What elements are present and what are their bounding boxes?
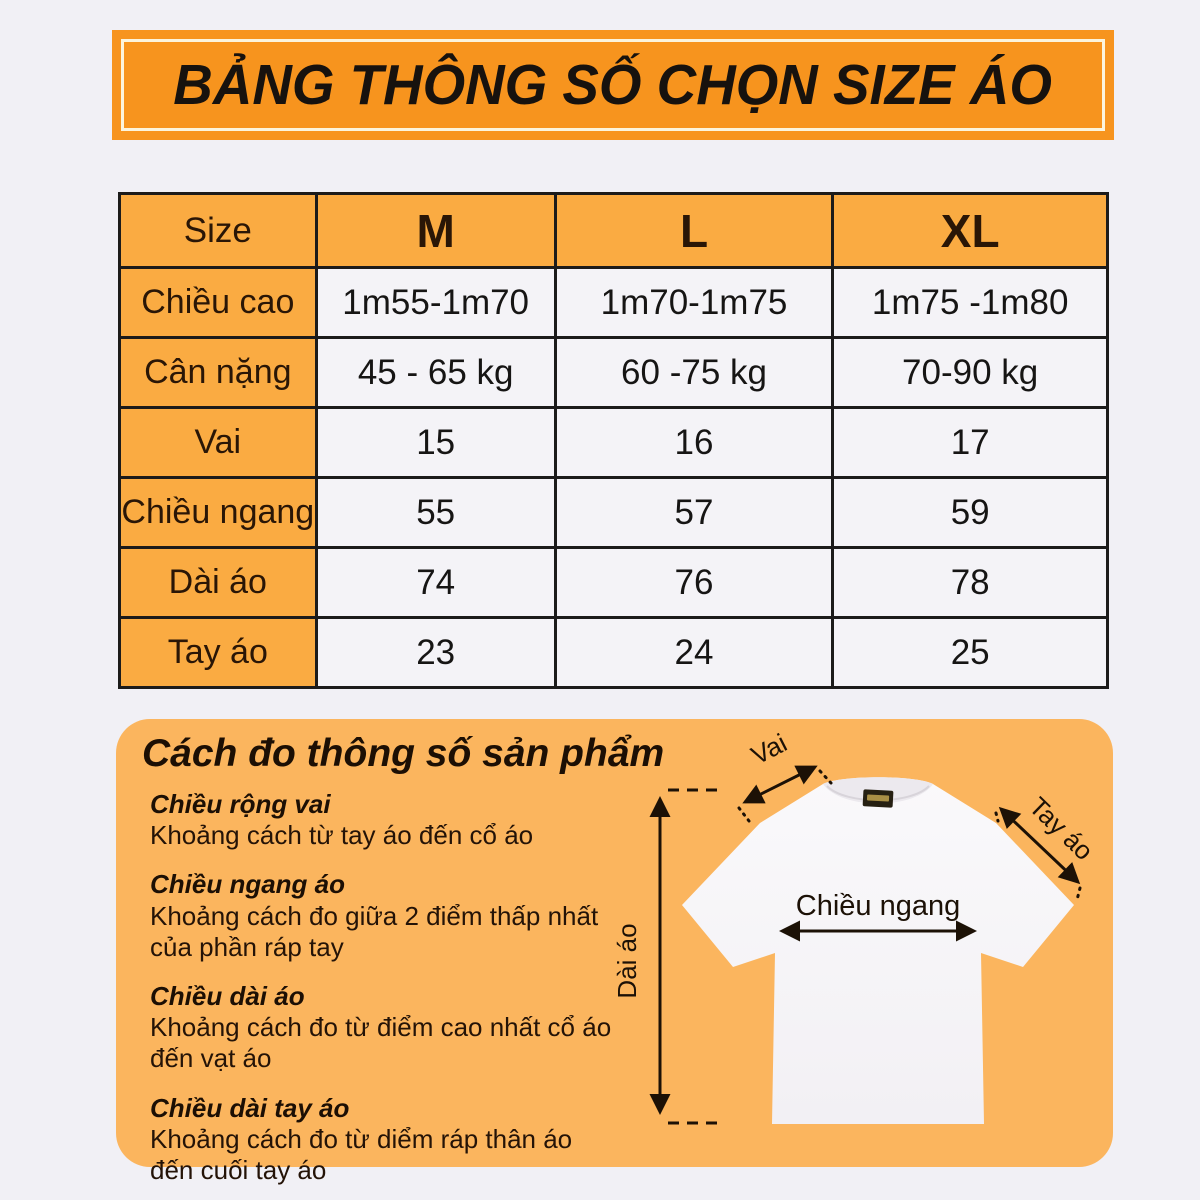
shirt-diagram-svg: Dài áo Vai Tay áo [612, 728, 1099, 1125]
measure-length: Dài áo [612, 788, 718, 1125]
guide-section-chest-width: Chiều ngang áo Khoảng cách đo giữa 2 điể… [150, 869, 620, 963]
row-label: Vai [118, 406, 318, 479]
row-label: Tay áo [118, 616, 318, 689]
measure-chest-width: Chiều ngang [779, 890, 977, 942]
guide-section-desc: Khoảng cách đo từ diểm ráp thân áo đến c… [150, 1123, 573, 1185]
cell-value: 23 [314, 616, 557, 689]
guide-text-column: Cách đo thông số sản phẩm Chiều rộng vai… [142, 732, 665, 1200]
column-header-xl: XL [831, 192, 1109, 269]
diagram-label-sleeve: Tay áo [1023, 791, 1099, 866]
table-corner-cell: Size [118, 192, 318, 269]
cell-value: 1m70-1m75 [553, 266, 835, 339]
guide-section-title: Chiều rộng vai [150, 789, 331, 819]
cell-value: 45 - 65 kg [314, 336, 557, 409]
cell-value: 78 [831, 546, 1109, 619]
cell-value: 17 [831, 406, 1109, 479]
table-row-sleeve: Tay áo 23 24 25 [118, 616, 1109, 689]
table-row-weight: Cân nặng 45 - 65 kg 60 -75 kg 70-90 kg [118, 336, 1109, 409]
cell-value: 74 [314, 546, 557, 619]
guide-section-desc: Khoảng cách đo từ điểm cao nhất cổ áo đế… [150, 1012, 612, 1074]
column-header-m: M [314, 192, 557, 269]
guide-section-desc: Khoảng cách từ tay áo đến cổ áo [150, 820, 534, 851]
cell-value: 24 [553, 616, 835, 689]
guide-section-shirt-length: Chiều dài áo Khoảng cách đo từ điểm cao … [150, 981, 620, 1075]
measure-guide-panel: Cách đo thông số sản phẩm Chiều rộng vai… [116, 719, 1113, 1185]
cell-value: 57 [553, 476, 835, 549]
diagram-label-width: Chiều ngang [796, 890, 960, 922]
diagram-label-shoulder: Vai [746, 728, 791, 771]
guide-section-title: Chiều ngang áo [150, 869, 345, 900]
cell-value: 55 [314, 476, 557, 549]
cell-value: 76 [553, 546, 835, 619]
row-label: Chiều cao [118, 266, 318, 339]
table-row-height: Chiều cao 1m55-1m70 1m70-1m75 1m75 -1m80 [118, 266, 1109, 339]
row-label: Chiều ngang [118, 476, 318, 549]
tshirt-body [682, 777, 1074, 1124]
column-header-l: L [553, 192, 835, 269]
cell-value: 59 [831, 476, 1109, 549]
table-row-length: Dài áo 74 76 78 [118, 546, 1109, 619]
cell-value: 60 -75 kg [553, 336, 835, 409]
cell-value: 1m75 -1m80 [831, 266, 1109, 339]
shirt-diagram: Dài áo Vai Tay áo [605, 719, 1113, 1167]
size-table: Size M L XL Chiều cao 1m55-1m70 1m70-1m7… [118, 192, 1109, 689]
table-row-width: Chiều ngang 55 57 59 [118, 476, 1109, 549]
cell-value: 16 [553, 406, 835, 479]
guide-section-title: Chiều dài áo [150, 980, 305, 1011]
cell-value: 70-90 kg [831, 336, 1109, 409]
table-header-row: Size M L XL [118, 192, 1109, 269]
guide-section-desc: Khoảng cách đo giữa 2 điểm thấp nhất của… [150, 900, 599, 962]
cell-value: 25 [831, 616, 1109, 689]
title-banner: BẢNG THÔNG SỐ CHỌN SIZE ÁO [112, 30, 1114, 140]
guide-section-shoulder-width: Chiều rộng vai Khoảng cách từ tay áo đến… [150, 789, 620, 851]
cell-value: 15 [314, 406, 557, 479]
table-row-shoulder: Vai 15 16 17 [118, 406, 1109, 479]
page-title: BẢNG THÔNG SỐ CHỌN SIZE ÁO [173, 53, 1053, 117]
row-label: Dài áo [118, 546, 318, 619]
diagram-label-length: Dài áo [612, 923, 642, 998]
guide-section-sleeve-length: Chiều dài tay áo Khoảng cách đo từ diểm … [150, 1093, 620, 1187]
guide-section-title: Chiều dài tay áo [150, 1092, 350, 1123]
guide-title: Cách đo thông số sản phẩm [142, 732, 665, 775]
row-label: Cân nặng [118, 336, 318, 409]
collar-tag [862, 789, 894, 808]
cell-value: 1m55-1m70 [314, 266, 557, 339]
tshirt-illustration [682, 777, 1074, 1124]
